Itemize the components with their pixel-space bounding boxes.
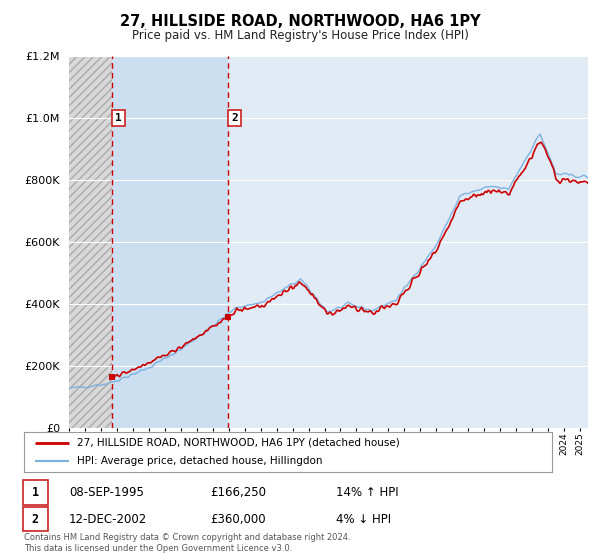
Text: Price paid vs. HM Land Registry's House Price Index (HPI): Price paid vs. HM Land Registry's House … [131, 29, 469, 42]
Text: 4% ↓ HPI: 4% ↓ HPI [336, 512, 391, 526]
Text: 27, HILLSIDE ROAD, NORTHWOOD, HA6 1PY: 27, HILLSIDE ROAD, NORTHWOOD, HA6 1PY [119, 14, 481, 29]
Text: 08-SEP-1995: 08-SEP-1995 [69, 486, 144, 500]
Text: 1: 1 [115, 113, 122, 123]
Text: 1: 1 [32, 486, 39, 500]
Text: Contains HM Land Registry data © Crown copyright and database right 2024.: Contains HM Land Registry data © Crown c… [24, 533, 350, 542]
Text: 2: 2 [231, 113, 238, 123]
Text: £360,000: £360,000 [210, 512, 266, 526]
Bar [228, 56, 588, 428]
Text: 27, HILLSIDE ROAD, NORTHWOOD, HA6 1PY (detached house): 27, HILLSIDE ROAD, NORTHWOOD, HA6 1PY (d… [77, 438, 400, 447]
Text: HPI: Average price, detached house, Hillingdon: HPI: Average price, detached house, Hill… [77, 456, 322, 466]
Text: 14% ↑ HPI: 14% ↑ HPI [336, 486, 398, 500]
Text: This data is licensed under the Open Government Licence v3.0.: This data is licensed under the Open Gov… [24, 544, 292, 553]
Text: 12-DEC-2002: 12-DEC-2002 [69, 512, 147, 526]
Text: 2: 2 [32, 512, 39, 526]
Bar [112, 56, 228, 428]
Text: £166,250: £166,250 [210, 486, 266, 500]
Bar [69, 56, 112, 428]
Bar [69, 56, 112, 428]
